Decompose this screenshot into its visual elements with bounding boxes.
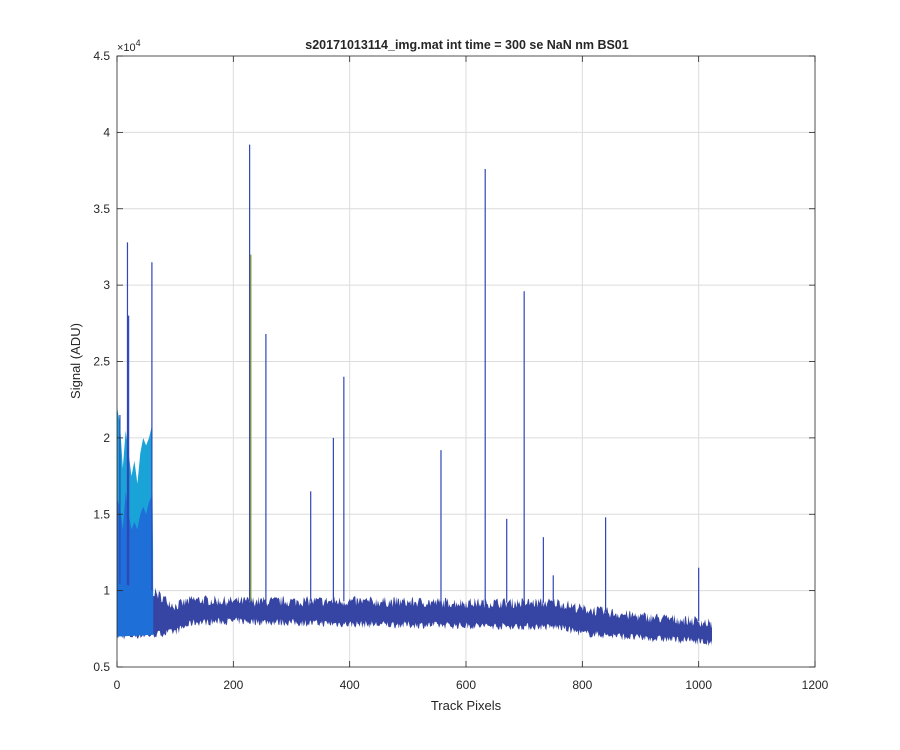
x-tick-label: 200 bbox=[223, 678, 243, 692]
y-exponent-label: ×104 bbox=[117, 38, 141, 54]
x-axis-label: Track Pixels bbox=[431, 698, 502, 713]
y-exponent-power: 4 bbox=[136, 38, 141, 48]
y-tick-label: 1 bbox=[103, 584, 110, 598]
y-exponent-base: ×10 bbox=[117, 42, 136, 54]
y-tick-label: 2 bbox=[103, 431, 110, 445]
y-tick-label: 3 bbox=[103, 278, 110, 292]
y-tick-label: 2.5 bbox=[93, 355, 110, 369]
chart-title: s20171013114_img.mat int time = 300 se N… bbox=[305, 38, 628, 52]
x-tick-label: 1000 bbox=[685, 678, 712, 692]
y-tick-label: 1.5 bbox=[93, 507, 110, 521]
y-tick-label: 4 bbox=[103, 125, 110, 139]
baseline-signal-band bbox=[117, 580, 712, 647]
y-tick-label: 4.5 bbox=[93, 49, 110, 63]
y-tick-label: 0.5 bbox=[93, 660, 110, 674]
x-tick-label: 1200 bbox=[802, 678, 829, 692]
grid-lines bbox=[117, 56, 815, 667]
x-tick-label: 600 bbox=[456, 678, 476, 692]
bright-region-lower bbox=[117, 491, 154, 637]
plot-area: 0 200 400 600 800 1000 1200 0.5 1 1.5 2 2.5 3 3.5 4 4.5 bbox=[93, 49, 828, 692]
data-series bbox=[117, 144, 712, 647]
x-tick-label: 800 bbox=[572, 678, 592, 692]
y-axis-label: Signal (ADU) bbox=[68, 323, 83, 399]
axis-ticks: 0 200 400 600 800 1000 1200 0.5 1 1.5 2 2.5 3 3.5 4 4.5 bbox=[93, 49, 828, 692]
x-tick-label: 400 bbox=[340, 678, 360, 692]
y-tick-label: 3.5 bbox=[93, 202, 110, 216]
x-tick-label: 0 bbox=[114, 678, 121, 692]
